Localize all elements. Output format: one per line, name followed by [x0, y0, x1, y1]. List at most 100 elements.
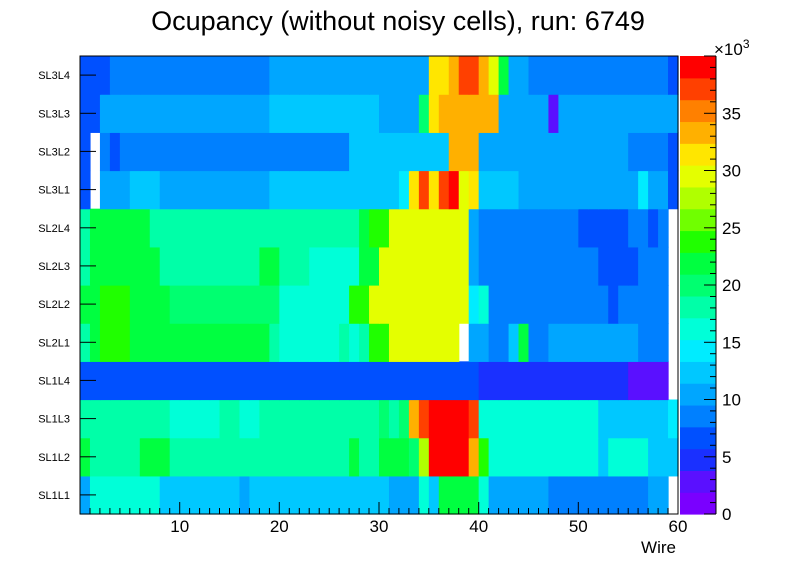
heatmap-cell — [418, 285, 430, 324]
heatmap-cell — [169, 208, 181, 248]
heatmap-cell — [279, 361, 290, 401]
heatmap-cell — [558, 475, 569, 515]
heatmap-cell — [388, 323, 400, 362]
heatmap-cell — [628, 170, 639, 210]
color-scale-segment — [680, 77, 716, 101]
heatmap-cell — [598, 94, 609, 133]
heatmap-cell — [538, 399, 550, 439]
heatmap-cell — [548, 208, 559, 248]
heatmap-cell — [119, 56, 131, 95]
heatmap-cell — [398, 246, 410, 286]
heatmap-cell — [229, 56, 241, 95]
heatmap-cell — [259, 246, 270, 286]
heatmap-cell — [249, 208, 260, 248]
heatmap-cell — [189, 475, 201, 515]
heatmap-cell — [638, 132, 649, 172]
heatmap-cell — [249, 94, 260, 133]
heatmap-cell — [169, 246, 181, 286]
heatmap-cell — [249, 132, 260, 172]
heatmap-cell — [488, 475, 500, 515]
heatmap-cell — [209, 361, 221, 401]
heatmap-cell — [179, 437, 191, 477]
heatmap-cell — [149, 56, 161, 95]
heatmap-cell — [369, 361, 380, 401]
heatmap-cell — [359, 399, 370, 439]
y-tick-label: SL2L4 — [38, 223, 70, 235]
heatmap-cell — [349, 94, 360, 133]
heatmap-cell — [658, 94, 669, 133]
heatmap-cell — [458, 475, 470, 515]
heatmap-cell — [518, 399, 530, 439]
color-scale-segment — [680, 317, 716, 341]
heatmap-cell — [608, 246, 619, 286]
heatmap-cell — [119, 475, 131, 515]
heatmap-cell — [658, 246, 669, 286]
heatmap-cell — [538, 246, 550, 286]
heatmap-cell — [478, 323, 490, 362]
heatmap-cell — [498, 475, 510, 515]
heatmap-cell — [628, 94, 639, 133]
heatmap-cell — [618, 56, 629, 95]
heatmap-cell — [289, 208, 300, 248]
heatmap-cell — [468, 437, 480, 477]
heatmap-cell — [418, 132, 430, 172]
heatmap-cell — [428, 323, 440, 362]
heatmap-cell — [149, 475, 161, 515]
heatmap-cell — [239, 285, 251, 324]
heatmap-cell — [568, 56, 579, 95]
heatmap-cell — [99, 132, 111, 172]
heatmap-cell — [568, 323, 579, 362]
heatmap-cell — [109, 132, 121, 172]
heatmap-cell — [169, 170, 181, 210]
heatmap-cell — [428, 132, 440, 172]
x-axis-label: Wire — [641, 538, 676, 557]
heatmap-cell — [279, 170, 290, 210]
heatmap-cell — [658, 323, 669, 362]
heatmap-cell — [379, 285, 390, 324]
heatmap-cell — [309, 437, 320, 477]
heatmap-cell — [588, 361, 599, 401]
heatmap-cell — [159, 361, 171, 401]
heatmap-cell — [558, 399, 569, 439]
heatmap-cell — [139, 208, 151, 248]
heatmap-cell — [498, 399, 510, 439]
heatmap-cell — [568, 94, 579, 133]
z-tick-label: 25 — [722, 219, 741, 238]
heatmap-cell — [608, 208, 619, 248]
heatmap-cell — [508, 399, 520, 439]
heatmap-cell — [518, 208, 530, 248]
heatmap-cell — [259, 170, 270, 210]
heatmap-cell — [408, 323, 420, 362]
heatmap-cell — [668, 170, 679, 210]
heatmap-cell — [179, 246, 191, 286]
heatmap-cell — [309, 132, 320, 172]
heatmap-cell — [249, 246, 260, 286]
heatmap-cell — [269, 170, 280, 210]
heatmap-cell — [319, 56, 330, 95]
heatmap-cell — [199, 56, 211, 95]
heatmap-cell — [548, 132, 559, 172]
heatmap-cell — [369, 170, 380, 210]
heatmap-cell — [229, 361, 241, 401]
heatmap-cell — [628, 323, 639, 362]
x-tick-label: 60 — [669, 517, 688, 536]
heatmap-cell — [608, 323, 619, 362]
heatmap-cell — [359, 170, 370, 210]
heatmap-cell — [339, 246, 350, 286]
heatmap-cell — [488, 56, 500, 95]
heatmap-cell — [359, 285, 370, 324]
heatmap-cell — [458, 170, 470, 210]
heatmap-cell — [398, 437, 410, 477]
heatmap-cell — [299, 285, 310, 324]
heatmap-cell — [638, 285, 649, 324]
heatmap-cell — [289, 475, 300, 515]
heatmap-cell — [438, 170, 450, 210]
heatmap-cell — [428, 208, 440, 248]
heatmap-cell — [588, 94, 599, 133]
heatmap-cell — [359, 56, 370, 95]
heatmap-cell — [498, 361, 510, 401]
heatmap-cell — [568, 361, 579, 401]
heatmap-cell — [658, 475, 669, 515]
heatmap-cell — [99, 437, 111, 477]
heatmap-cell — [249, 475, 260, 515]
